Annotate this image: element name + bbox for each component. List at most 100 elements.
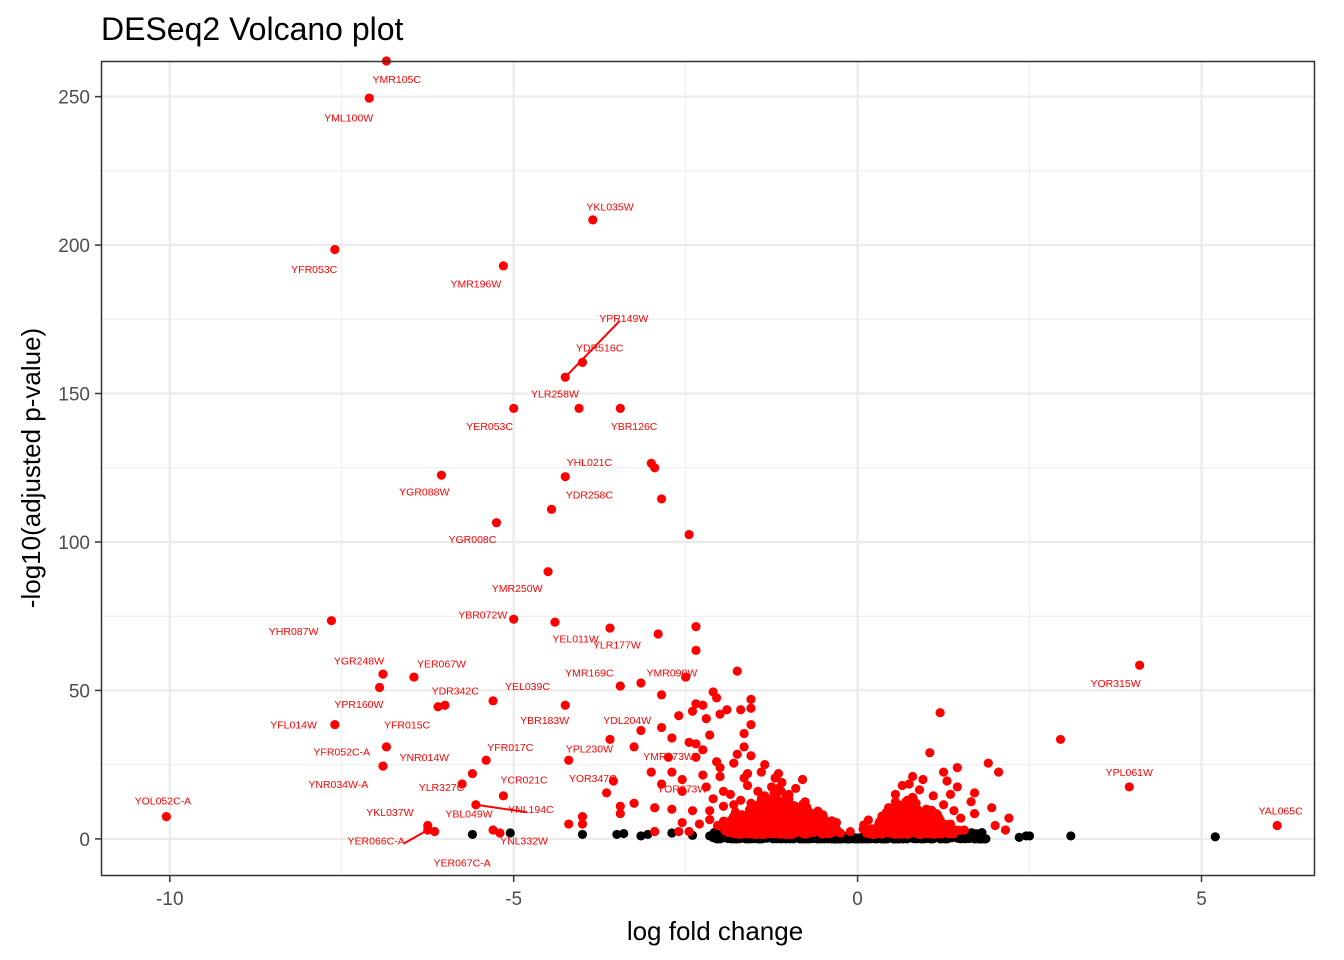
- point-significant: [942, 776, 952, 786]
- gene-label: YBR072W: [458, 610, 507, 622]
- point-significant: [880, 813, 890, 823]
- gene-label: YKL035W: [586, 201, 633, 213]
- y-tick-label: 150: [58, 385, 90, 406]
- gene-label: YNR014W: [399, 752, 449, 764]
- gene-label: YNR034W-A: [308, 779, 368, 791]
- point-significant: [815, 817, 825, 828]
- point-significant: [742, 812, 752, 822]
- point-not-significant: [1024, 831, 1035, 841]
- gene-label: YMR196W: [450, 279, 501, 291]
- x-tick-label: -5: [505, 889, 522, 910]
- point-significant: [705, 806, 715, 816]
- point-labeled: [509, 403, 519, 413]
- point-significant: [763, 800, 773, 810]
- point-significant: [797, 820, 808, 831]
- gene-label: YGR088W: [399, 487, 449, 499]
- point-significant: [691, 752, 701, 762]
- point-labeled: [1135, 660, 1145, 670]
- point-significant: [687, 806, 698, 816]
- x-axis-title: log fold change: [627, 916, 803, 946]
- point-significant: [667, 733, 677, 743]
- point-significant: [674, 826, 684, 837]
- point-significant: [746, 703, 756, 713]
- gene-label: YBR126C: [611, 421, 658, 433]
- gene-label: YPR149W: [599, 313, 648, 325]
- leader-line: [403, 829, 429, 845]
- point-significant: [845, 827, 855, 837]
- point-significant: [656, 779, 667, 789]
- point-significant: [904, 812, 914, 822]
- point-labeled: [681, 672, 691, 682]
- point-significant: [715, 709, 725, 719]
- point-significant: [729, 758, 739, 768]
- point-significant: [740, 819, 750, 830]
- gene-label: YOL052C-A: [135, 795, 192, 807]
- point-not-significant: [467, 829, 478, 840]
- point-significant: [636, 678, 646, 688]
- gene-label: YFL014W: [270, 720, 317, 732]
- gene-label: YEL011W: [552, 633, 599, 645]
- gene-label: YDR258C: [566, 489, 614, 501]
- point-significant: [718, 786, 729, 796]
- point-significant: [956, 813, 966, 823]
- point-significant: [901, 797, 911, 807]
- gene-label: YMR250W: [492, 583, 543, 595]
- point-significant: [727, 826, 737, 836]
- point-significant: [732, 666, 742, 676]
- point-significant: [646, 767, 656, 777]
- point-significant: [756, 794, 766, 804]
- point-labeled: [326, 616, 337, 626]
- point-significant: [656, 494, 667, 504]
- point-significant: [564, 819, 574, 829]
- label-leader-lines: [403, 320, 621, 845]
- point-significant: [691, 739, 701, 749]
- point-significant: [777, 777, 787, 788]
- gene-label: YHL021C: [567, 457, 613, 469]
- gene-label: YER067W: [417, 659, 466, 671]
- gene-label: YML100W: [324, 112, 373, 124]
- gene-label: YMR169C: [565, 668, 614, 680]
- point-significant: [605, 623, 615, 633]
- point-significant: [650, 826, 660, 837]
- point-significant: [667, 804, 677, 814]
- gene-label: YER067C-A: [434, 858, 491, 870]
- point-labeled: [1272, 820, 1282, 831]
- gene-label: YER066C-A: [348, 835, 405, 847]
- point-significant: [677, 817, 687, 828]
- point-significant: [770, 819, 780, 829]
- point-significant: [756, 767, 766, 777]
- point-significant: [779, 826, 790, 836]
- point-significant: [691, 622, 701, 632]
- point-significant: [762, 825, 773, 835]
- point-labeled: [409, 672, 419, 682]
- point-labeled: [467, 768, 478, 779]
- point-significant: [925, 816, 935, 826]
- gene-label: YLR327C: [419, 782, 465, 794]
- point-not-significant: [643, 829, 653, 840]
- point-significant: [791, 803, 801, 813]
- point-significant: [736, 705, 746, 715]
- gene-label: YDL204W: [603, 715, 651, 727]
- point-significant: [601, 788, 612, 798]
- point-labeled: [615, 403, 625, 413]
- point-not-significant: [1014, 832, 1024, 843]
- point-significant: [883, 803, 894, 813]
- point-significant: [777, 807, 787, 817]
- point-significant: [615, 801, 625, 811]
- point-significant: [636, 725, 646, 736]
- x-tick-label: -10: [156, 889, 183, 910]
- point-significant: [770, 773, 780, 783]
- gene-label: YNL332W: [500, 835, 548, 847]
- gene-label: YMR173W: [643, 751, 694, 763]
- point-significant: [746, 694, 756, 704]
- point-significant: [718, 801, 729, 811]
- point-not-significant: [980, 834, 990, 844]
- point-significant: [705, 730, 715, 740]
- gene-label: YGR248W: [334, 656, 384, 668]
- point-significant: [691, 645, 701, 655]
- chart-title: DESeq2 Volcano plot: [101, 11, 404, 47]
- point-significant: [890, 789, 901, 799]
- point-significant: [945, 789, 956, 799]
- point-significant: [1004, 813, 1014, 823]
